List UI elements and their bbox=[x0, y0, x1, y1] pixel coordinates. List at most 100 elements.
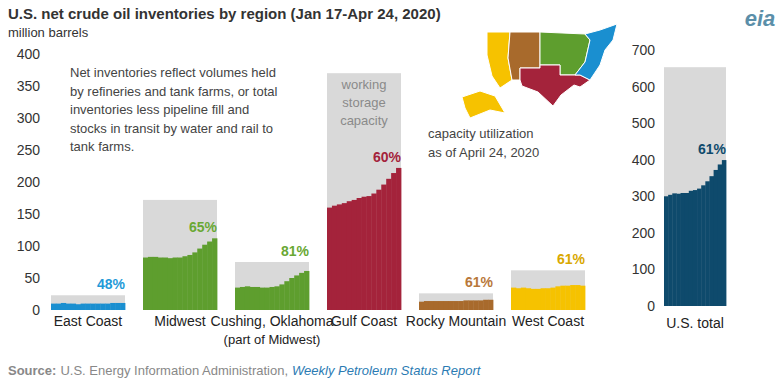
category-label: West Coast bbox=[512, 313, 584, 329]
capacity-bar bbox=[327, 73, 401, 310]
capacity-bar bbox=[664, 67, 726, 306]
weekly-bar bbox=[265, 288, 270, 310]
weekly-bar bbox=[90, 304, 95, 310]
weekly-bar bbox=[270, 287, 275, 310]
weekly-bar bbox=[541, 288, 546, 310]
weekly-bar bbox=[689, 191, 694, 306]
weekly-bar bbox=[531, 289, 536, 310]
weekly-bar bbox=[419, 302, 424, 310]
y-tick-label: 600 bbox=[632, 79, 656, 95]
weekly-bar bbox=[366, 196, 371, 310]
region-map bbox=[462, 24, 617, 118]
weekly-bar bbox=[668, 195, 673, 306]
capacity-annotation: working bbox=[341, 77, 387, 92]
title: U.S. net crude oil inventories by region… bbox=[8, 5, 441, 22]
weekly-bar bbox=[672, 193, 677, 306]
weekly-bar bbox=[376, 190, 381, 310]
weekly-bar bbox=[565, 286, 570, 310]
y-tick-label: 350 bbox=[17, 78, 41, 94]
weekly-bar bbox=[536, 289, 541, 310]
y-tick-label: 100 bbox=[632, 261, 656, 277]
weekly-bar bbox=[478, 300, 483, 310]
weekly-bar bbox=[697, 189, 702, 306]
weekly-bar bbox=[105, 304, 110, 310]
weekly-bar bbox=[342, 203, 347, 310]
weekly-bar bbox=[468, 300, 473, 310]
weekly-bar bbox=[429, 301, 434, 310]
weekly-bar bbox=[693, 190, 698, 306]
weekly-bar bbox=[511, 288, 516, 310]
weekly-bar bbox=[352, 200, 357, 310]
category-label: Cushing, Oklahoma bbox=[211, 313, 334, 329]
weekly-bar bbox=[304, 271, 309, 310]
weekly-bar bbox=[115, 303, 120, 310]
capacity-bar bbox=[143, 200, 217, 310]
capacity-annotation: storage bbox=[342, 95, 385, 110]
weekly-bar bbox=[664, 196, 669, 306]
weekly-bar bbox=[279, 284, 284, 310]
weekly-bar bbox=[560, 286, 565, 310]
weekly-bar bbox=[168, 258, 173, 310]
weekly-bar bbox=[714, 170, 719, 306]
weekly-bar bbox=[212, 238, 217, 310]
weekly-bar bbox=[580, 286, 585, 310]
weekly-bar bbox=[337, 204, 342, 310]
weekly-bar bbox=[722, 160, 727, 306]
weekly-bar bbox=[110, 303, 115, 310]
y-tick-label: 0 bbox=[32, 302, 40, 318]
category-label: Midwest bbox=[154, 313, 205, 329]
weekly-bar bbox=[153, 257, 158, 310]
weekly-bar bbox=[371, 194, 376, 310]
weekly-bar bbox=[158, 258, 163, 310]
utilization-label: 61% bbox=[465, 274, 494, 290]
capacity-bar bbox=[235, 262, 309, 310]
utilization-note: capacity utilization bbox=[428, 126, 534, 141]
weekly-bar bbox=[51, 304, 56, 310]
weekly-bar bbox=[546, 288, 551, 310]
y-tick-label: 0 bbox=[647, 298, 655, 314]
weekly-bar bbox=[381, 185, 386, 310]
category-label: East Coast bbox=[54, 313, 123, 329]
note: by refineries and tank farms, or total bbox=[70, 84, 277, 99]
weekly-bar bbox=[332, 206, 337, 310]
weekly-bar bbox=[235, 288, 240, 310]
source-report: Weekly Petroleum Status Report bbox=[292, 363, 482, 378]
category-label: Rocky Mountain bbox=[406, 313, 506, 329]
weekly-bar bbox=[86, 304, 91, 310]
map-region bbox=[462, 91, 505, 118]
weekly-bar bbox=[76, 304, 81, 310]
weekly-bar bbox=[439, 301, 444, 310]
utilization-label: 48% bbox=[97, 276, 126, 292]
weekly-bar bbox=[570, 285, 575, 310]
y-tick-label: 500 bbox=[632, 115, 656, 131]
weekly-bar bbox=[391, 173, 396, 310]
y-tick-label: 250 bbox=[17, 142, 41, 158]
weekly-bar bbox=[444, 301, 449, 310]
weekly-bar bbox=[173, 258, 178, 310]
weekly-bar bbox=[454, 301, 459, 310]
weekly-bar bbox=[347, 201, 352, 310]
weekly-bar bbox=[709, 176, 714, 306]
weekly-bar bbox=[550, 288, 555, 310]
weekly-bar bbox=[178, 258, 183, 310]
capacity-annotation: capacity bbox=[340, 113, 388, 128]
weekly-bar bbox=[143, 258, 148, 310]
note: stocks in transit by water and rail to bbox=[70, 121, 273, 136]
weekly-bar bbox=[327, 208, 332, 310]
weekly-bar bbox=[701, 185, 706, 306]
weekly-bar bbox=[463, 300, 468, 310]
category-label: Gulf Coast bbox=[331, 313, 397, 329]
weekly-bar bbox=[685, 193, 690, 306]
weekly-bar bbox=[120, 303, 125, 310]
plot-area bbox=[664, 67, 726, 306]
weekly-bar bbox=[182, 256, 187, 310]
y-tick-label: 400 bbox=[17, 46, 41, 62]
weekly-bar bbox=[187, 255, 192, 310]
chart-canvas: U.S. net crude oil inventories by region… bbox=[0, 0, 783, 383]
utilization-note: as of April 24, 2020 bbox=[428, 145, 539, 160]
weekly-bar bbox=[148, 257, 153, 310]
source-text: U.S. Energy Information Administration, bbox=[60, 363, 288, 378]
weekly-bar bbox=[95, 304, 100, 310]
y-tick-label: 400 bbox=[632, 152, 656, 168]
weekly-bar bbox=[260, 288, 265, 310]
